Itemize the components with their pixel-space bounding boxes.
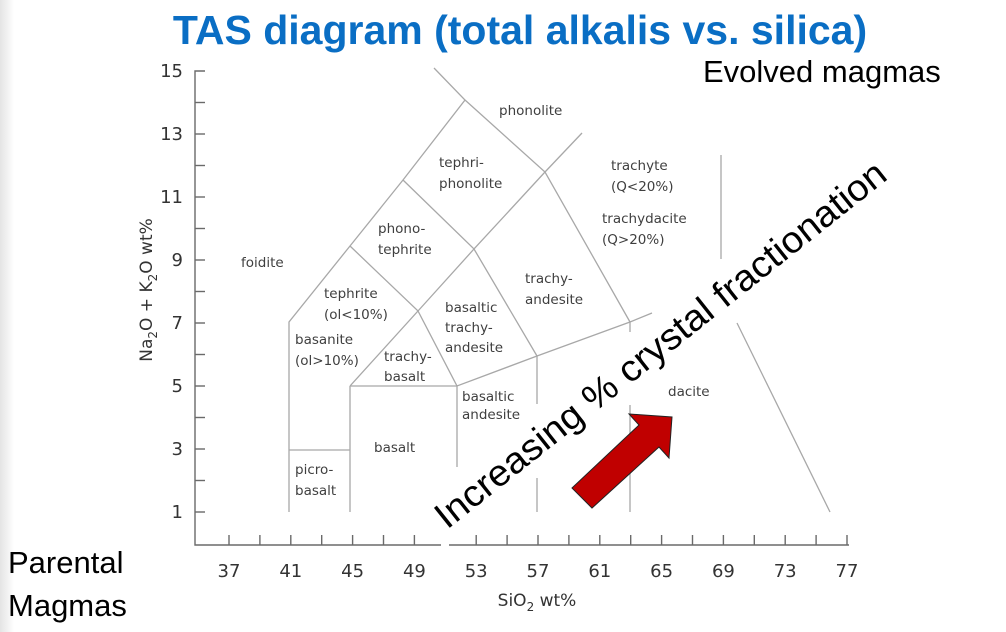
fractionation-arrow-icon: [571, 413, 673, 509]
boundary-line: [544, 132, 583, 173]
label-phonotephrite: phono-tephrite: [378, 221, 432, 258]
y-axis-ticks: [195, 101, 205, 513]
label-foidite: foidite: [241, 255, 284, 271]
slide-title: TAS diagram (total alkalis vs. silica): [173, 7, 867, 53]
label-trachyandesite: trachy-andesite: [525, 271, 583, 308]
basalt-boundary: [289, 385, 458, 512]
y-tick-label: 7: [172, 313, 183, 334]
x-tick-label: 73: [774, 561, 797, 582]
phonotephrite-boundary: [349, 245, 538, 357]
label-tephrite: tephrite (ol<10%): [324, 286, 388, 323]
label-trachyte: trachyte (Q<20%): [611, 158, 673, 195]
y-tick-label: 11: [160, 187, 183, 208]
x-tick-label: 45: [341, 561, 364, 582]
x-tick-label: 41: [279, 561, 302, 582]
y-tick-label: 3: [172, 439, 183, 460]
slide-edge-shadow: [0, 0, 14, 632]
x-tick-label: 65: [650, 561, 673, 582]
rhyolite-boundary: [736, 322, 831, 513]
x-axis-ticks: [228, 535, 848, 545]
x-tick-label: 61: [588, 561, 611, 582]
label-phonolite: phonolite: [499, 103, 562, 119]
label-basalt: basalt: [374, 440, 415, 456]
y-axis-label: Na2O + K2O wt%: [137, 218, 160, 362]
label-basaltic-trachyandesite: basaltic trachy-andesite: [445, 300, 503, 356]
trachybasalt-boundary: [349, 309, 653, 387]
parental-label: Parental: [8, 545, 123, 580]
axis-lines: [194, 70, 849, 546]
y-tick-label: 1: [172, 502, 183, 523]
x-axis-label: SiO2 wt%: [498, 591, 577, 614]
y-tick-label: 5: [172, 376, 183, 397]
x-tick-label: 77: [836, 561, 859, 582]
y-tick-label: 9: [172, 250, 183, 271]
foidite-boundary: [288, 67, 466, 512]
field-labels: phonolite tephri-phonolite phono-tephrit…: [241, 103, 710, 499]
x-tick-label: 49: [403, 561, 426, 582]
y-tick-label: 13: [160, 124, 183, 145]
label-trachybasalt: trachy-basalt: [384, 349, 432, 385]
label-tephriphonolite: tephri-phonolite: [439, 155, 502, 192]
x-tick-label: 69: [712, 561, 735, 582]
x-tick-labels: 37 41 45 49 53 57 61 65 69 73 77: [218, 561, 859, 582]
label-trachydacite: trachydacite (Q>20%): [602, 211, 687, 248]
label-basaltic-andesite: basaltic andesite: [462, 389, 520, 423]
magmas-label: Magmas: [8, 588, 127, 623]
x-tick-label: 57: [527, 561, 550, 582]
evolved-magmas-label: Evolved magmas: [703, 54, 941, 89]
label-picrobasalt: picro-basalt: [295, 462, 336, 499]
x-tick-label: 37: [218, 561, 241, 582]
y-tick-label: 15: [160, 61, 183, 82]
label-dacite: dacite: [668, 384, 710, 400]
y-tick-labels: 15 13 11 9 7 5 3 1: [160, 61, 183, 523]
field-boundaries: [288, 67, 831, 513]
x-tick-label: 53: [465, 561, 488, 582]
label-basanite: basanite (ol>10%): [295, 332, 359, 369]
